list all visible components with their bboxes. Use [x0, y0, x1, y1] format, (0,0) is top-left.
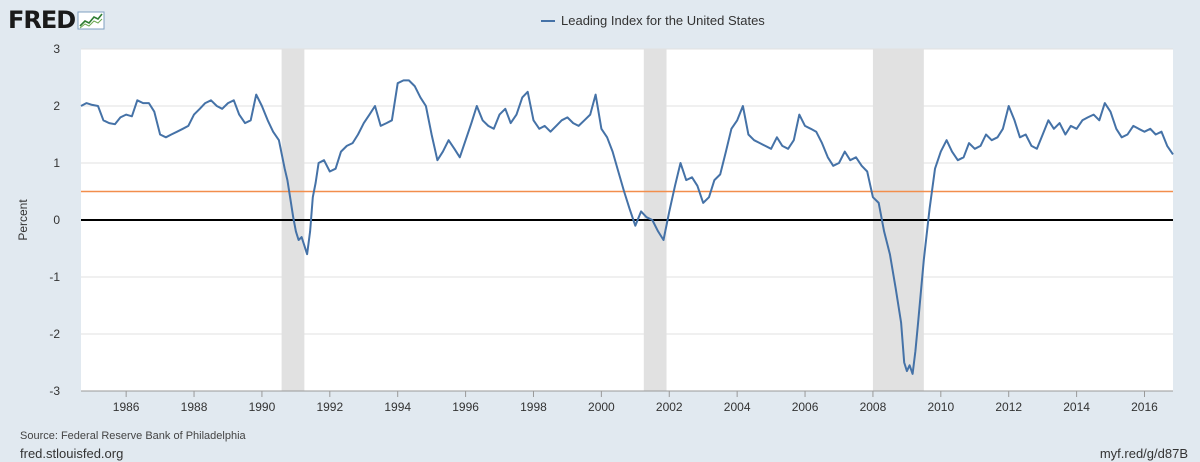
x-tick-label: 2016: [1131, 400, 1158, 414]
y-tick-label: 2: [53, 99, 60, 113]
chart-logo-icon: [77, 11, 105, 30]
x-tick-label: 1998: [520, 400, 547, 414]
x-tick-label: 2008: [860, 400, 887, 414]
legend-label: Leading Index for the United States: [561, 13, 765, 28]
x-tick-label: 1996: [452, 400, 479, 414]
y-tick-label: -2: [49, 327, 60, 341]
x-tick-label: 2006: [792, 400, 819, 414]
y-tick-label: 0: [53, 213, 60, 227]
x-tick-label: 2004: [724, 400, 751, 414]
logo-text: FRED: [8, 6, 76, 34]
reference-lines: [81, 190, 1173, 221]
chart: Leading Index for the United States -3 -2…: [16, 13, 1174, 414]
y-tick-label: 3: [53, 42, 60, 56]
x-tick-label: 1990: [249, 400, 276, 414]
series-line: [80, 79, 1174, 375]
site-link[interactable]: fred.stlouisfed.org: [20, 446, 124, 461]
y-tick-label: -1: [49, 270, 60, 284]
legend: Leading Index for the United States: [541, 13, 765, 28]
x-tick-label: 2010: [927, 400, 954, 414]
x-tick-label: 2002: [656, 400, 683, 414]
x-tick-label: 2014: [1063, 400, 1090, 414]
x-tick-label: 1988: [181, 400, 208, 414]
fred-logo: FRED: [8, 6, 105, 34]
y-tick-label: 1: [53, 156, 60, 170]
x-axis-ticks: 1986 1988 1990 1992 1994 1996 1998 2000 2002 2004…: [81, 390, 1173, 414]
x-tick-label: 1992: [316, 400, 343, 414]
y-axis-ticks: -3 -2 -1 0 1 2 3: [49, 42, 60, 398]
short-link[interactable]: myf.red/g/d87B: [1099, 446, 1188, 461]
x-tick-label: 1994: [384, 400, 411, 414]
y-tick-label: -3: [49, 384, 60, 398]
y-axis-label: Percent: [16, 199, 30, 241]
source-note: Source: Federal Reserve Bank of Philadel…: [20, 430, 246, 442]
x-tick-label: 2012: [995, 400, 1022, 414]
x-tick-label: 1986: [113, 400, 140, 414]
x-tick-label: 2000: [588, 400, 615, 414]
